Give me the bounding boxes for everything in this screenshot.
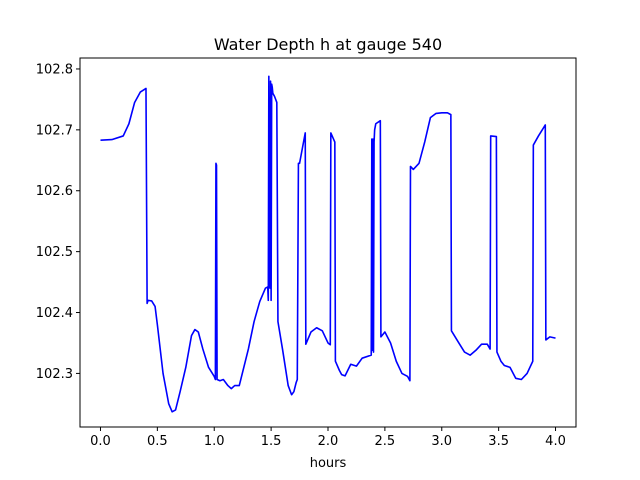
x-tick-label: 2.0 [318, 434, 339, 449]
chart-title: Water Depth h at gauge 540 [214, 35, 442, 54]
x-tick-label: 0.0 [90, 434, 111, 449]
y-tick-label: 102.4 [36, 306, 73, 321]
y-tick-label: 102.8 [36, 62, 73, 77]
y-tick-label: 102.3 [36, 367, 73, 382]
x-axis: 0.0 0.5 1.0 1.5 2.0 2.5 3.0 3.5 4.0 [90, 427, 566, 449]
x-tick-label: 1.0 [204, 434, 225, 449]
x-tick-label: 3.5 [488, 434, 509, 449]
x-tick-label: 2.5 [375, 434, 396, 449]
y-axis: 102.3 102.4 102.5 102.6 102.7 102.8 [36, 62, 80, 382]
series-line-0 [100, 75, 556, 413]
y-tick-label: 102.7 [36, 123, 73, 138]
x-tick-label: 4.0 [545, 434, 566, 449]
x-tick-label: 3.0 [431, 434, 452, 449]
x-axis-label: hours [310, 456, 347, 471]
y-tick-label: 102.6 [36, 184, 73, 199]
x-tick-label: 1.5 [261, 434, 282, 449]
y-tick-label: 102.5 [36, 245, 73, 260]
plot-area [100, 75, 556, 413]
x-tick-label: 0.5 [147, 434, 168, 449]
